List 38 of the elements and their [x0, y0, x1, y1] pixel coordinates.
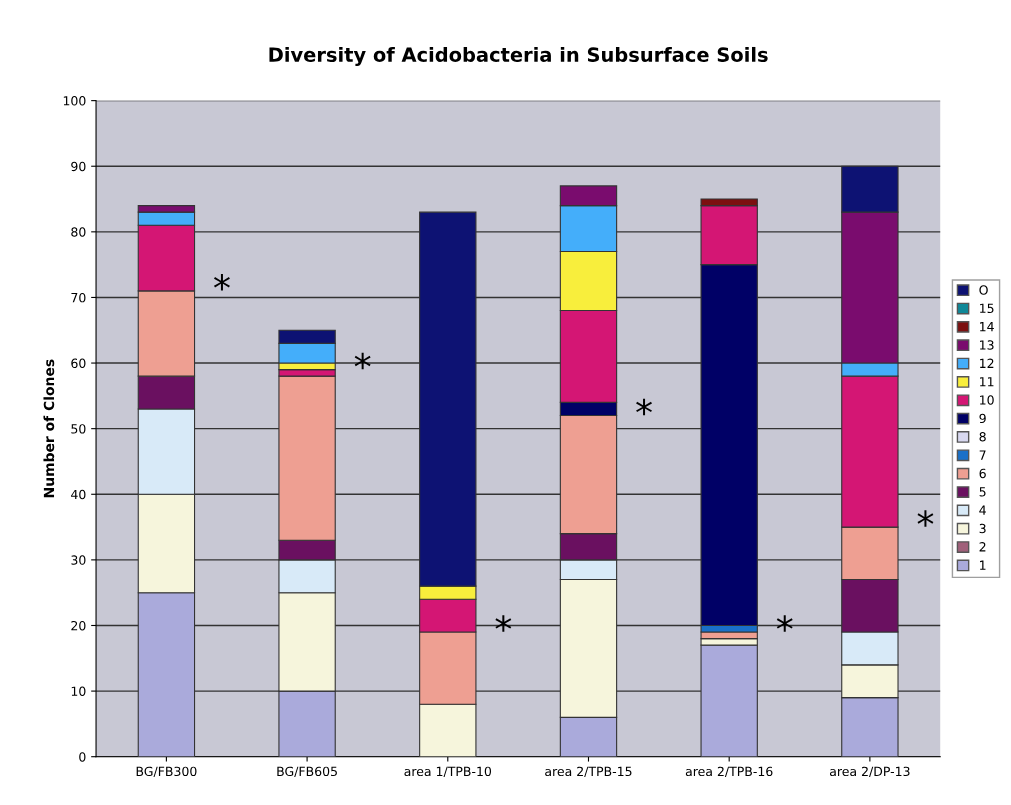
y-tick-label: 40 — [71, 489, 86, 500]
x-tick-label: area 2/DP-13 — [829, 766, 910, 778]
y-tick-label: 100 — [63, 96, 86, 106]
x-tick-label: BG/FB605 — [277, 766, 337, 778]
legend-label: 8 — [979, 432, 986, 442]
y-tick-label: 50 — [71, 424, 86, 434]
legend-label: 4 — [979, 505, 986, 515]
legend-label: 11 — [980, 377, 994, 387]
legend-label: 6 — [979, 468, 986, 479]
x-tick-label: area 1/TPB-10 — [404, 766, 492, 778]
y-tick-label: 10 — [71, 686, 86, 697]
legend-label: 10 — [980, 395, 994, 405]
legend-label: 7 — [979, 450, 986, 460]
y-axis-title: Number of Clones — [43, 359, 55, 498]
legend-label: 15 — [980, 303, 994, 314]
legend-label: 14 — [980, 322, 994, 332]
annotation: * — [917, 510, 934, 527]
legend-label: 5 — [979, 487, 986, 497]
y-tick-label: 0 — [79, 752, 86, 762]
y-tick-label: 60 — [71, 358, 86, 368]
legend-label: 13 — [980, 340, 994, 350]
annotation: * — [214, 274, 230, 291]
x-tick-label: area 2/TPB-15 — [545, 766, 632, 778]
y-tick-label: 30 — [71, 555, 86, 565]
annotation: * — [636, 398, 652, 416]
y-tick-label: 20 — [71, 620, 86, 631]
x-tick-label: area 2/TPB-16 — [685, 766, 773, 778]
y-tick-label: 80 — [71, 227, 86, 237]
legend-label: 9 — [979, 413, 986, 424]
chart-title: Diversity of Acidobacteria in Subsurface Soils — [269, 46, 768, 66]
legend-label: 12 — [980, 358, 994, 368]
legend-label: 2 — [979, 542, 986, 552]
legend-label: 1 — [980, 560, 986, 570]
y-tick-label: 90 — [71, 161, 86, 172]
legend-label: O — [979, 285, 988, 295]
y-tick-label: 70 — [71, 292, 86, 303]
legend-label: 3 — [979, 523, 986, 534]
x-tick-label: BG/FB300 — [136, 766, 197, 778]
